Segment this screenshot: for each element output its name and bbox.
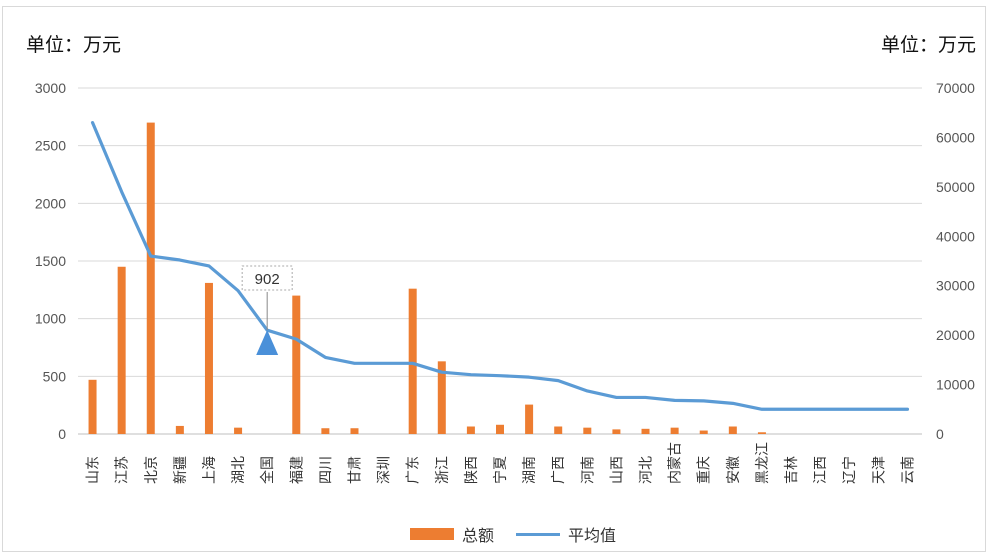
right-axis-tick-label: 20000 [936, 327, 975, 343]
bar [350, 428, 359, 434]
category-label: 新疆 [173, 456, 189, 484]
category-label: 山东 [86, 456, 102, 484]
category-label: 北京 [144, 456, 160, 484]
average-line [90, 120, 910, 411]
bar [204, 282, 213, 434]
left-axis-tick-label: 0 [58, 426, 66, 442]
right-unit-label: 单位：万元 [880, 34, 976, 56]
left-axis-tick-label: 2000 [35, 195, 66, 211]
bar [437, 361, 446, 434]
left-axis-tick-label: 2500 [35, 138, 66, 154]
category-label: 广西 [551, 456, 567, 484]
bar [292, 295, 301, 434]
legend-bar-label: 总额 [462, 526, 495, 545]
category-label: 天津 [871, 456, 887, 484]
right-axis-tick-label: 40000 [936, 228, 975, 244]
category-label: 吉林 [784, 456, 800, 484]
bar [728, 426, 737, 434]
category-label: 重庆 [697, 456, 713, 484]
bar [612, 429, 621, 434]
right-axis-tick-label: 50000 [936, 179, 975, 195]
bar [496, 424, 504, 434]
bar [234, 427, 243, 434]
annotation-value: 902 [255, 271, 280, 288]
legend-line-swatch [516, 532, 561, 536]
bar [699, 430, 708, 434]
category-label: 广东 [406, 456, 422, 484]
bar [670, 427, 679, 434]
category-label: 内蒙古 [668, 442, 684, 484]
category-label: 江西 [813, 456, 829, 484]
category-label: 福建 [289, 456, 305, 484]
category-label: 云南 [900, 456, 916, 484]
bar [466, 426, 475, 434]
category-label: 上海 [202, 456, 218, 484]
bar [408, 288, 417, 434]
legend-bar-swatch [410, 528, 454, 540]
legend: 总额 平均值 [410, 522, 616, 546]
category-label: 全国 [259, 456, 276, 484]
right-axis-tick-label: 0 [936, 426, 944, 442]
category-label: 辽宁 [841, 456, 858, 484]
combo-chart: 0500100015002000250030000100002000030000… [35, 80, 975, 484]
right-axis-tick-label: 10000 [936, 377, 975, 393]
category-label: 浙江 [435, 456, 451, 484]
category-label: 四川 [318, 456, 334, 484]
legend-line-label: 平均值 [568, 526, 617, 545]
annotation-box [241, 265, 293, 291]
bar [525, 404, 534, 434]
right-axis-tick-label: 30000 [936, 278, 975, 294]
category-label: 安徽 [726, 456, 742, 484]
bar [88, 379, 97, 434]
bar [641, 428, 650, 434]
category-label: 甘肃 [347, 456, 363, 484]
bar [757, 432, 766, 434]
bar [321, 428, 330, 434]
left-axis-tick-label: 1500 [35, 253, 66, 269]
category-label: 深圳 [377, 456, 393, 484]
category-label: 湖北 [231, 456, 247, 484]
bar [554, 426, 563, 434]
category-label: 黑龙江 [755, 442, 771, 484]
left-axis-tick-label: 1000 [35, 311, 66, 327]
left-axis-tick-label: 500 [43, 368, 67, 384]
right-axis-tick-label: 70000 [936, 80, 975, 96]
left-axis-tick-label: 3000 [35, 80, 66, 96]
category-label: 湖南 [522, 456, 538, 484]
bar [146, 122, 155, 434]
category-label: 宁夏 [492, 456, 509, 484]
category-label: 河南 [580, 456, 596, 484]
bar [117, 266, 126, 434]
category-label: 山西 [609, 456, 625, 484]
annotation-arrow-icon [256, 330, 279, 355]
chart-frame [2, 6, 986, 552]
category-label: 陕西 [464, 456, 480, 484]
right-axis-tick-label: 60000 [936, 129, 975, 145]
category-label: 江苏 [115, 456, 131, 484]
bar [583, 427, 592, 434]
left-unit-label: 单位：万元 [26, 34, 122, 56]
bar [175, 425, 184, 434]
category-label: 河北 [639, 456, 655, 484]
